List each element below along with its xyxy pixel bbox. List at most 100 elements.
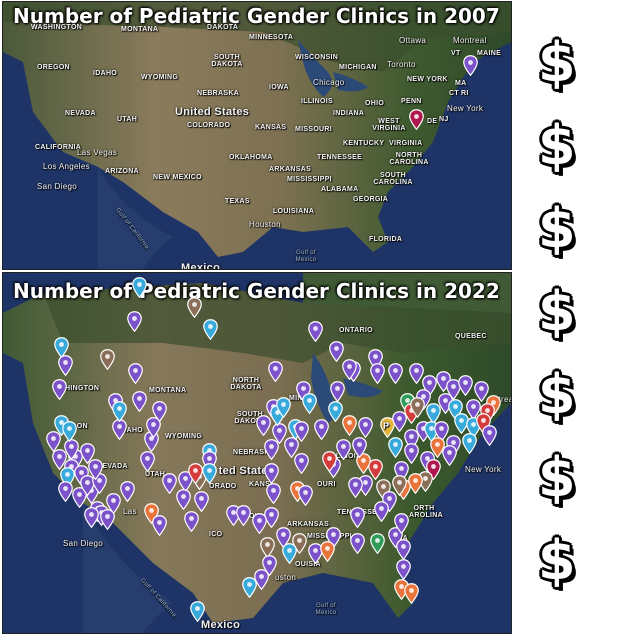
clinic-pin[interactable]	[388, 437, 403, 458]
clinic-pin[interactable]	[350, 533, 365, 554]
clinic-pin[interactable]	[454, 413, 469, 434]
clinic-pin[interactable]	[396, 559, 411, 580]
clinic-pin[interactable]	[276, 397, 291, 418]
clinic-pin[interactable]	[202, 463, 217, 484]
clinic-pin[interactable]	[302, 393, 317, 414]
clinic-pin[interactable]	[176, 489, 191, 510]
clinic-pin[interactable]	[58, 355, 73, 376]
clinic-pin[interactable]	[64, 439, 79, 460]
clinic-pin[interactable]	[298, 485, 313, 506]
label-united-states: United States	[175, 106, 250, 118]
clinic-pin[interactable]	[463, 55, 478, 76]
label-ma: MA	[455, 80, 467, 87]
clinic-pin[interactable]	[466, 399, 481, 420]
clinic-pin[interactable]	[409, 363, 424, 384]
clinic-pin[interactable]	[187, 297, 202, 318]
clinic-pin[interactable]	[336, 439, 351, 460]
clinic-pin[interactable]	[52, 449, 67, 470]
clinic-pin[interactable]	[140, 451, 155, 472]
clinic-pin[interactable]	[430, 437, 445, 458]
clinic-pin[interactable]	[146, 417, 161, 438]
clinic-pin[interactable]	[410, 397, 425, 418]
clinic-pin[interactable]	[264, 439, 279, 460]
clinic-pin[interactable]	[294, 453, 309, 474]
clinic-pin[interactable]	[58, 481, 73, 502]
clinic-pin[interactable]	[152, 401, 167, 422]
clinic-pin[interactable]	[482, 425, 497, 446]
clinic-pin[interactable]	[404, 443, 419, 464]
clinic-pin[interactable]	[392, 475, 407, 496]
clinic-pin[interactable]	[264, 507, 279, 528]
clinic-pin[interactable]	[112, 419, 127, 440]
clinic-pin[interactable]	[188, 463, 203, 484]
clinic-pin[interactable]	[266, 483, 281, 504]
clinic-pin[interactable]	[132, 391, 147, 412]
clinic-pin[interactable]	[409, 109, 424, 130]
clinic-pin[interactable]	[330, 381, 345, 402]
clinic-pin[interactable]	[262, 555, 277, 576]
clinic-pin[interactable]	[152, 515, 167, 536]
clinic-pin[interactable]	[144, 431, 159, 452]
clinic-pin[interactable]	[112, 401, 127, 422]
clinic-pin[interactable]	[282, 543, 297, 564]
clinic-pin[interactable]	[350, 507, 365, 528]
clinic-pin[interactable]	[88, 459, 103, 480]
clinic-pin[interactable]	[80, 475, 95, 496]
clinic-pin[interactable]	[370, 363, 385, 384]
clinic-pin[interactable]	[203, 319, 218, 340]
clinic-pin[interactable]	[242, 577, 257, 598]
clinic-pin[interactable]	[236, 505, 251, 526]
clinic-pin[interactable]	[62, 421, 77, 442]
clinic-pin[interactable]	[132, 277, 147, 298]
clinic-pin[interactable]	[128, 363, 143, 384]
clinic-pin[interactable]	[268, 361, 283, 382]
clinic-pin[interactable]	[284, 437, 299, 458]
clinic-pin[interactable]	[394, 579, 409, 600]
clinic-pin[interactable]	[314, 419, 329, 440]
clinic-pin[interactable]	[404, 583, 419, 604]
clinic-pin[interactable]	[84, 507, 99, 528]
clinic-pin[interactable]	[352, 437, 367, 458]
clinic-pin[interactable]	[348, 477, 363, 498]
clinic-pin[interactable]	[462, 433, 477, 454]
clinic-pin[interactable]	[370, 533, 385, 554]
clinic-pin[interactable]	[418, 471, 433, 492]
clinic-pin[interactable]	[100, 509, 115, 530]
clinic-pin[interactable]	[184, 511, 199, 532]
clinic-pin[interactable]	[127, 311, 142, 332]
clinic-pin[interactable]	[80, 443, 95, 464]
clinic-pin[interactable]	[474, 381, 489, 402]
clinic-pin[interactable]	[106, 493, 121, 514]
clinic-pin[interactable]	[252, 513, 267, 534]
clinic-pin[interactable]	[194, 491, 209, 512]
clinic-pin[interactable]	[322, 451, 337, 472]
clinic-pin[interactable]	[254, 569, 269, 590]
clinic-pin[interactable]	[356, 453, 371, 474]
clinic-pin[interactable]	[392, 411, 407, 432]
label-kansas: KANSAS	[255, 124, 287, 131]
clinic-pin[interactable]	[374, 501, 389, 522]
clinic-pin[interactable]	[329, 341, 344, 362]
clinic-pin[interactable]	[396, 539, 411, 560]
clinic-pin[interactable]	[272, 423, 287, 444]
clinic-pin[interactable]	[46, 431, 61, 452]
clinic-pin[interactable]	[190, 601, 205, 622]
clinic-pin[interactable]	[120, 481, 135, 502]
clinic-pin[interactable]	[342, 415, 357, 436]
clinic-pin[interactable]	[328, 401, 343, 422]
clinic-pin[interactable]	[458, 375, 473, 396]
clinic-pin[interactable]	[100, 349, 115, 370]
clinic-pin[interactable]	[342, 359, 357, 380]
clinic-pin[interactable]	[52, 379, 67, 400]
clinic-pin[interactable]	[394, 513, 409, 534]
clinic-pin[interactable]	[256, 415, 271, 436]
clinic-pin[interactable]	[320, 541, 335, 562]
clinic-pin[interactable]	[408, 473, 423, 494]
clinic-pin[interactable]	[358, 417, 373, 438]
clinic-pin[interactable]	[308, 321, 323, 342]
label-ottawa: Ottawa	[399, 36, 427, 45]
clinic-pin[interactable]	[264, 463, 279, 484]
clinic-pin[interactable]	[388, 363, 403, 384]
clinic-pin[interactable]	[294, 421, 309, 442]
clinic-pin[interactable]	[162, 473, 177, 494]
